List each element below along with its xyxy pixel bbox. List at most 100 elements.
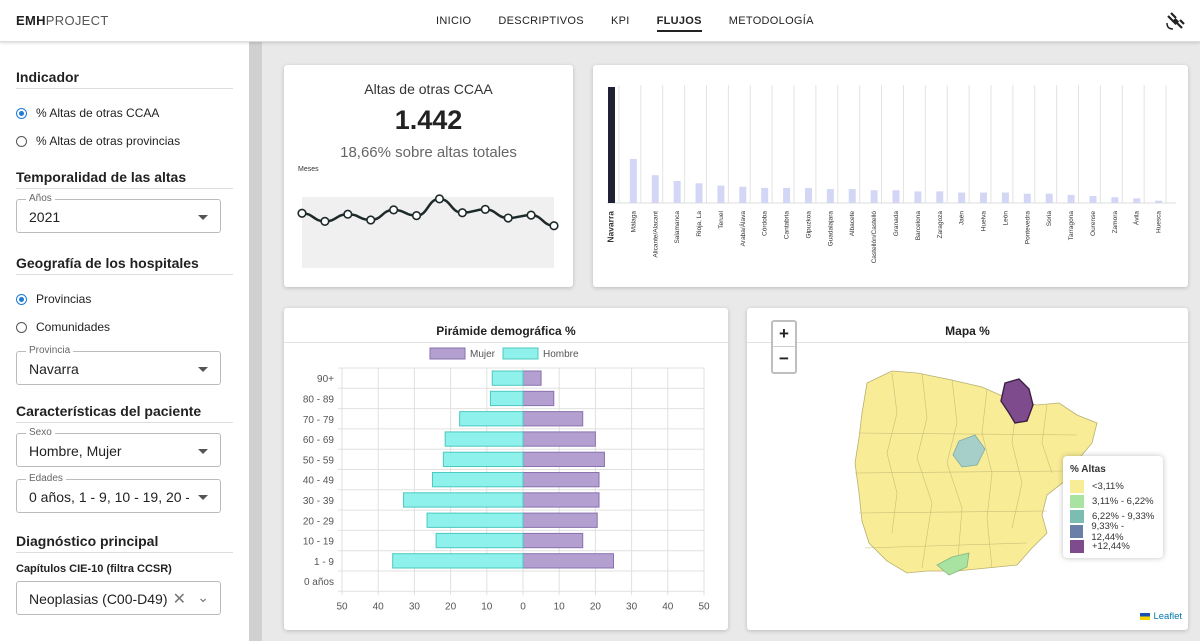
- anos-select[interactable]: Años 2021: [16, 193, 221, 233]
- radio-comunidades[interactable]: Comunidades: [16, 313, 233, 341]
- bar-11[interactable]: [848, 189, 856, 203]
- bar-24[interactable]: [1133, 198, 1141, 203]
- sparkline-point[interactable]: [411, 211, 422, 221]
- bar-mujer[interactable]: [522, 390, 555, 407]
- sparkline-point[interactable]: [366, 215, 376, 225]
- bar-6[interactable]: [739, 186, 747, 203]
- x-tick-label: Gipuzkoa: [805, 211, 812, 239]
- x-tick-label: Jaén: [959, 211, 966, 225]
- bar-0[interactable]: [608, 87, 615, 203]
- bar-10[interactable]: [826, 189, 834, 203]
- bar-9[interactable]: [804, 187, 812, 203]
- bar-hombre[interactable]: [426, 512, 524, 528]
- nav-metodologia[interactable]: METODOLOGÍA: [728, 15, 814, 27]
- bar-mujer[interactable]: [522, 370, 542, 386]
- bar-2[interactable]: [651, 175, 659, 203]
- sparkline-point[interactable]: [503, 213, 513, 223]
- bar-mujer[interactable]: [522, 553, 614, 569]
- bar-hombre[interactable]: [442, 451, 524, 467]
- x-tick-label: Navarra: [606, 211, 616, 243]
- radio-altas-provincias[interactable]: % Altas de otras provincias: [16, 127, 233, 155]
- x-tick-label: 10: [554, 601, 566, 612]
- map-region-malaga: [936, 552, 970, 576]
- sparkline-point[interactable]: [434, 194, 445, 204]
- bar-1[interactable]: [629, 158, 637, 203]
- x-tick-label: Tarragona: [1068, 211, 1075, 241]
- map-area[interactable]: [747, 343, 1188, 630]
- sparkline-point[interactable]: [343, 209, 353, 219]
- bar-hombre[interactable]: [491, 370, 524, 386]
- chevron-down-icon[interactable]: ⌄: [197, 589, 209, 605]
- bar-15[interactable]: [936, 191, 944, 203]
- nav-flujos[interactable]: FLUJOS: [656, 0, 702, 42]
- bar-mujer[interactable]: [522, 492, 600, 508]
- bar-5[interactable]: [717, 185, 725, 203]
- bar-hombre[interactable]: [403, 492, 524, 508]
- nav-kpi[interactable]: KPI: [610, 15, 630, 27]
- radio-checked-icon[interactable]: [16, 293, 27, 305]
- legend-hombre-swatch[interactable]: [502, 347, 539, 360]
- sparkline-point[interactable]: [389, 205, 399, 215]
- radio-unchecked-icon[interactable]: [16, 135, 27, 147]
- bar-mujer[interactable]: [522, 431, 596, 447]
- bar-hombre[interactable]: [435, 532, 524, 549]
- spain-map[interactable]: [747, 343, 1188, 630]
- bar-hombre[interactable]: [444, 431, 524, 447]
- bar-19[interactable]: [1023, 193, 1031, 203]
- bar-16[interactable]: [958, 192, 966, 203]
- bar-mujer[interactable]: [522, 472, 600, 488]
- bar-14[interactable]: [914, 191, 922, 203]
- indicador-title: Indicador: [16, 69, 233, 89]
- radio-checked-icon[interactable]: [16, 107, 27, 119]
- leaflet-attribution-link[interactable]: Leaflet: [1140, 611, 1182, 622]
- bar-17[interactable]: [980, 192, 988, 203]
- radio-altas-ccaa[interactable]: % Altas de otras CCAA: [16, 99, 233, 127]
- sidebar-scrollbar[interactable]: [249, 42, 262, 641]
- sparkline-point[interactable]: [457, 208, 467, 218]
- zoom-in-button[interactable]: +: [773, 322, 795, 347]
- edades-select[interactable]: Edades 0 años, 1 - 9, 10 - 19, 20 - ...: [16, 473, 221, 513]
- satellite-icon[interactable]: [1164, 10, 1186, 32]
- bar-7[interactable]: [761, 187, 769, 203]
- bar-hombre[interactable]: [432, 472, 524, 488]
- bar-mujer[interactable]: [522, 451, 605, 467]
- bar-3[interactable]: [673, 180, 681, 203]
- bar-12[interactable]: [870, 190, 878, 203]
- bar-21[interactable]: [1067, 194, 1075, 203]
- bar-8[interactable]: [783, 187, 791, 203]
- provincia-select[interactable]: Provincia Navarra: [16, 345, 221, 385]
- bar-22[interactable]: [1089, 196, 1097, 203]
- bar-4[interactable]: [695, 183, 703, 203]
- capitulos-select[interactable]: Neoplasias (C00-D49) ✕ ⌄: [16, 581, 221, 615]
- legend-mujer-swatch[interactable]: [429, 347, 466, 360]
- nav-descriptivos[interactable]: DESCRIPTIVOS: [498, 15, 584, 27]
- legend-item: 3,11% - 6,22%: [1070, 494, 1156, 509]
- y-tick-label: 20 - 29: [303, 516, 335, 527]
- bar-25[interactable]: [1155, 200, 1163, 203]
- chevron-down-icon: [198, 215, 208, 220]
- bar-mujer[interactable]: [522, 532, 584, 549]
- bar-mujer[interactable]: [522, 512, 598, 528]
- bar-hombre[interactable]: [392, 553, 524, 569]
- zoom-out-button[interactable]: −: [779, 349, 789, 368]
- map-region-madrid: [952, 434, 986, 468]
- brand-logo[interactable]: EMHPROJECT: [16, 13, 109, 28]
- sparkline-point[interactable]: [320, 216, 330, 226]
- bar-hombre[interactable]: [459, 411, 524, 427]
- clear-icon[interactable]: ✕: [172, 591, 186, 608]
- sexo-select[interactable]: Sexo Hombre, Mujer: [16, 427, 221, 467]
- sparkline-point[interactable]: [549, 221, 559, 231]
- bar-20[interactable]: [1045, 193, 1053, 203]
- y-tick-label: 40 - 49: [303, 476, 335, 487]
- bar-18[interactable]: [1001, 192, 1009, 203]
- radio-unchecked-icon[interactable]: [16, 321, 27, 333]
- sparkline-point[interactable]: [480, 204, 490, 214]
- sparkline-point[interactable]: [526, 210, 536, 220]
- sparkline-point[interactable]: [297, 208, 307, 218]
- bar-13[interactable]: [892, 190, 900, 203]
- radio-provincias[interactable]: Provincias: [16, 285, 233, 313]
- nav-inicio[interactable]: INICIO: [436, 15, 472, 27]
- bar-mujer[interactable]: [522, 411, 584, 427]
- bar-hombre[interactable]: [489, 390, 524, 407]
- bar-23[interactable]: [1111, 197, 1119, 203]
